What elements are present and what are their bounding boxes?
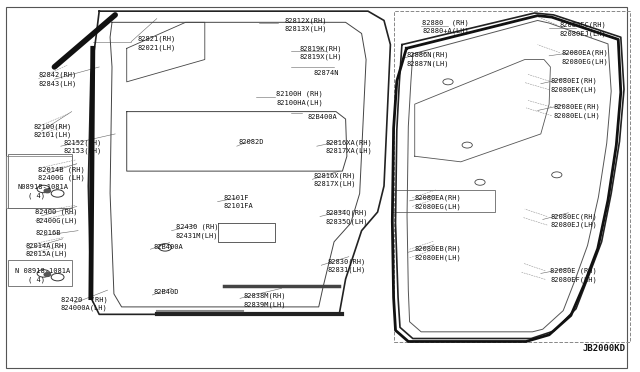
Text: 82816X(RH): 82816X(RH) <box>314 172 356 179</box>
Text: 82101(LH): 82101(LH) <box>34 132 72 138</box>
Text: 82080E (RH): 82080E (RH) <box>550 267 597 274</box>
Text: 82874N: 82874N <box>314 70 339 76</box>
Text: 82152(RH): 82152(RH) <box>64 139 102 146</box>
Text: JB2000KD: JB2000KD <box>582 344 625 353</box>
Text: 82821(RH): 82821(RH) <box>138 36 176 42</box>
Text: 82021(LH): 82021(LH) <box>138 44 176 51</box>
Text: 82817XA(LH): 82817XA(LH) <box>325 148 372 154</box>
Text: ( 4): ( 4) <box>28 192 45 199</box>
Text: 82080EI(RH): 82080EI(RH) <box>550 78 597 84</box>
Circle shape <box>44 273 51 276</box>
Text: 82400G (LH): 82400G (LH) <box>38 174 85 181</box>
Text: 82100(RH): 82100(RH) <box>34 123 72 130</box>
Text: 82080EJ(LH): 82080EJ(LH) <box>560 30 607 37</box>
Text: 82080EF(LH): 82080EF(LH) <box>550 276 597 283</box>
Text: 82819K(RH): 82819K(RH) <box>300 45 342 52</box>
Text: 82400 (RH): 82400 (RH) <box>35 209 77 215</box>
Text: 82B400A: 82B400A <box>307 114 337 120</box>
Text: 82080EJ(LH): 82080EJ(LH) <box>550 222 597 228</box>
Text: 82080EC(RH): 82080EC(RH) <box>550 213 597 220</box>
Text: 824000A(LH): 824000A(LH) <box>61 305 108 311</box>
Text: 82843(LH): 82843(LH) <box>38 80 77 87</box>
Text: 82834Q(RH): 82834Q(RH) <box>325 209 367 216</box>
Text: N08918-1081A: N08918-1081A <box>18 184 69 190</box>
Text: 82816XA(RH): 82816XA(RH) <box>325 139 372 146</box>
Text: 82842(RH): 82842(RH) <box>38 72 77 78</box>
Text: 82819X(LH): 82819X(LH) <box>300 54 342 60</box>
Text: 82080EC(RH): 82080EC(RH) <box>560 22 607 28</box>
Text: 82015A(LH): 82015A(LH) <box>26 251 68 257</box>
Circle shape <box>44 189 51 193</box>
Text: 82080EG(LH): 82080EG(LH) <box>415 203 461 210</box>
Text: 82817X(LH): 82817X(LH) <box>314 181 356 187</box>
Text: 82014A(RH): 82014A(RH) <box>26 242 68 249</box>
Text: 82420  (RH): 82420 (RH) <box>61 296 108 303</box>
Text: 82080EB(RH): 82080EB(RH) <box>415 246 461 253</box>
Text: 82080EA(RH): 82080EA(RH) <box>415 195 461 201</box>
Text: 82838M(RH): 82838M(RH) <box>243 292 285 299</box>
Text: 82100HA(LH): 82100HA(LH) <box>276 99 323 106</box>
Text: 82830(RH): 82830(RH) <box>328 258 366 265</box>
Text: 82880+A(LH): 82880+A(LH) <box>422 28 469 34</box>
Text: 82839M(LH): 82839M(LH) <box>243 301 285 308</box>
Text: 82016B: 82016B <box>35 230 61 235</box>
Text: 82886N(RH): 82886N(RH) <box>406 52 449 58</box>
Text: 82831(LH): 82831(LH) <box>328 267 366 273</box>
Text: 82080EH(LH): 82080EH(LH) <box>415 254 461 261</box>
Text: 82153(LH): 82153(LH) <box>64 148 102 154</box>
Text: 82080EK(LH): 82080EK(LH) <box>550 86 597 93</box>
Text: N 08918-1081A: N 08918-1081A <box>15 268 70 274</box>
Text: 82813X(LH): 82813X(LH) <box>285 26 327 32</box>
Text: 82431M(LH): 82431M(LH) <box>176 232 218 239</box>
Text: 82101F: 82101F <box>224 195 250 201</box>
Text: 82080EE(RH): 82080EE(RH) <box>554 104 600 110</box>
Text: 82400G(LH): 82400G(LH) <box>35 217 77 224</box>
Text: 82835Q(LH): 82835Q(LH) <box>325 218 367 225</box>
Text: 82812X(RH): 82812X(RH) <box>285 17 327 24</box>
Text: 82082D: 82082D <box>238 140 264 145</box>
Text: 82887N(LH): 82887N(LH) <box>406 60 449 67</box>
Text: 82100H (RH): 82100H (RH) <box>276 90 323 97</box>
Text: 82014B (RH): 82014B (RH) <box>38 166 85 173</box>
Text: 82080EA(RH): 82080EA(RH) <box>561 49 608 56</box>
Text: ( 4): ( 4) <box>28 276 45 283</box>
Text: 82080EG(LH): 82080EG(LH) <box>561 58 608 65</box>
Text: 82B400A: 82B400A <box>154 244 183 250</box>
Text: 82430 (RH): 82430 (RH) <box>176 224 218 230</box>
Text: 82B40D: 82B40D <box>154 289 179 295</box>
Text: 82101FA: 82101FA <box>224 203 253 209</box>
Text: 82080EL(LH): 82080EL(LH) <box>554 112 600 119</box>
Text: 82880  (RH): 82880 (RH) <box>422 19 469 26</box>
